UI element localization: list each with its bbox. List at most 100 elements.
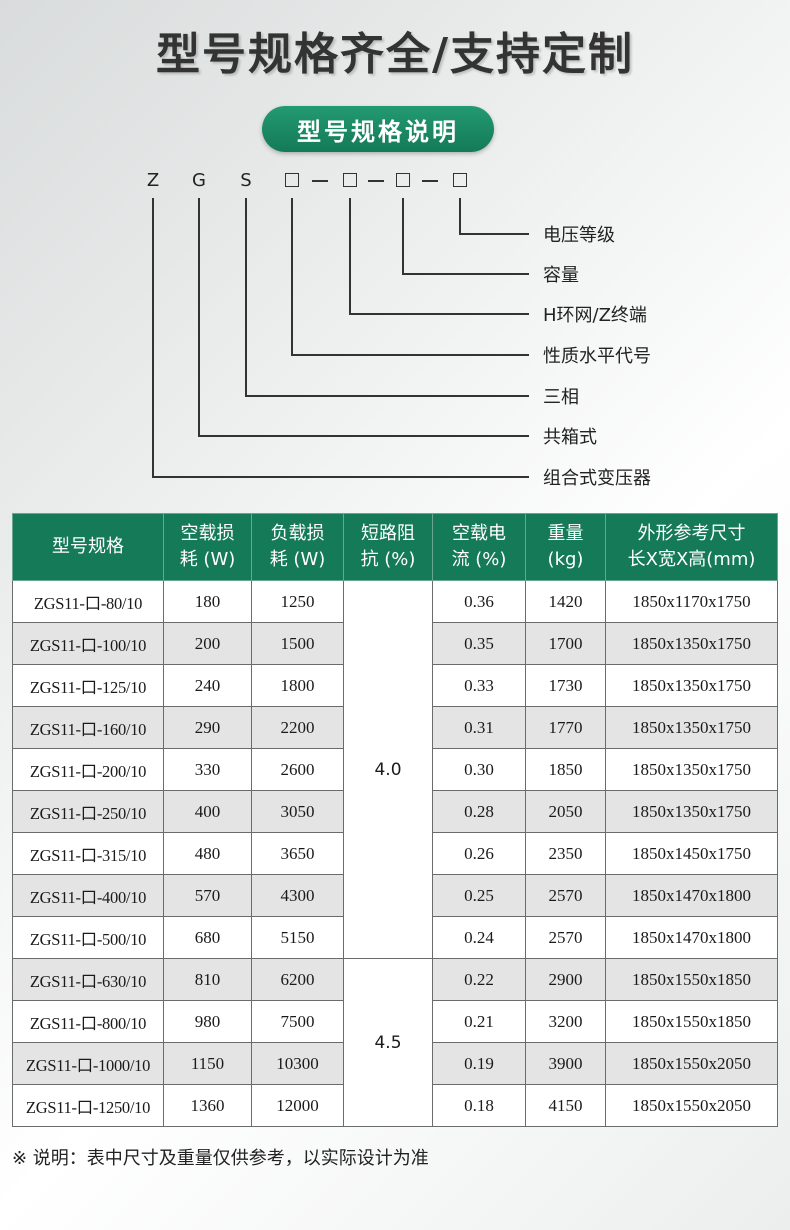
cell-impedance: 4.0 [343, 580, 433, 959]
header-load-loss: 负载损耗 (W) [251, 513, 344, 581]
cell-model: ZGS11-口-800/10 [12, 1000, 164, 1043]
leader-line [291, 198, 293, 355]
cell-load-loss: 6200 [251, 958, 344, 1001]
cell-model: ZGS11-口-160/10 [12, 706, 164, 749]
legend-three-phase: 三相 [543, 387, 579, 408]
leader-line [245, 395, 529, 397]
leader-line [152, 476, 529, 478]
cell-load-loss: 10300 [251, 1042, 344, 1085]
table-row: ZGS11-口-160/10 290 2200 0.31 1770 1850x1350x1… [12, 706, 778, 749]
cell-dimensions: 1850x1550x1850 [605, 958, 778, 1001]
cell-load-loss: 1800 [251, 664, 344, 707]
header-no-load-loss: 空载损耗 (W) [163, 513, 252, 581]
cell-weight: 2900 [525, 958, 606, 1001]
cell-no-load-loss: 980 [163, 1000, 252, 1043]
cell-no-load-current: 0.30 [432, 748, 526, 791]
cell-model: ZGS11-口-630/10 [12, 958, 164, 1001]
cell-weight: 2570 [525, 874, 606, 917]
cell-no-load-current: 0.22 [432, 958, 526, 1001]
code-letter-s: S [240, 170, 252, 191]
leader-line [459, 233, 529, 235]
header-weight: 重量 (kg) [525, 513, 606, 581]
cell-dimensions: 1850x1350x1750 [605, 706, 778, 749]
leader-line [459, 198, 461, 234]
code-letter-z: Z [146, 170, 160, 191]
cell-load-loss: 2600 [251, 748, 344, 791]
code-placeholder-box [343, 173, 357, 187]
cell-no-load-loss: 570 [163, 874, 252, 917]
legend-combined-transformer: 组合式变压器 [543, 468, 651, 489]
cell-dimensions: 1850x1470x1800 [605, 874, 778, 917]
cell-no-load-loss: 480 [163, 832, 252, 875]
table-body: ZGS11-口-80/10 180 1250 4.0 0.36 1420 1850x1170… [12, 580, 778, 1127]
cell-no-load-current: 0.31 [432, 706, 526, 749]
cell-weight: 2350 [525, 832, 606, 875]
cell-model: ZGS11-口-400/10 [12, 874, 164, 917]
page-title: 型号规格齐全/支持定制 [155, 29, 635, 80]
cell-load-loss: 3050 [251, 790, 344, 833]
cell-weight: 2570 [525, 916, 606, 959]
table-row: ZGS11-口-400/10 570 4300 0.25 2570 1850x1470x1… [12, 874, 778, 917]
cell-load-loss: 4300 [251, 874, 344, 917]
cell-no-load-loss: 1360 [163, 1084, 252, 1127]
cell-no-load-current: 0.19 [432, 1042, 526, 1085]
header-impedance: 短路阻抗 (%) [343, 513, 433, 581]
section-label-text: 型号规格说明 [297, 117, 459, 146]
cell-no-load-loss: 180 [163, 580, 252, 623]
leader-line [402, 198, 404, 274]
leader-line [152, 198, 154, 477]
leader-line [349, 313, 529, 315]
cell-no-load-current: 0.35 [432, 622, 526, 665]
cell-no-load-current: 0.33 [432, 664, 526, 707]
cell-load-loss: 3650 [251, 832, 344, 875]
cell-load-loss: 12000 [251, 1084, 344, 1127]
legend-voltage-level: 电压等级 [543, 225, 615, 246]
cell-load-loss: 7500 [251, 1000, 344, 1043]
cell-model: ZGS11-口-250/10 [12, 790, 164, 833]
cell-no-load-current: 0.26 [432, 832, 526, 875]
leader-line [349, 198, 351, 314]
cell-no-load-loss: 290 [163, 706, 252, 749]
table-row: ZGS11-口-1250/10 1360 12000 0.18 4150 1850x155… [12, 1084, 778, 1127]
leader-line [198, 435, 529, 437]
cell-dimensions: 1850x1470x1800 [605, 916, 778, 959]
legend-common-box: 共箱式 [543, 427, 597, 448]
section-label-badge: 型号规格说明 [262, 106, 494, 152]
cell-no-load-current: 0.25 [432, 874, 526, 917]
cell-no-load-current: 0.18 [432, 1084, 526, 1127]
table-header-row: 型号规格 空载损耗 (W) 负载损耗 (W) 短路阻抗 (%) 空载电流 (%)… [12, 513, 778, 581]
cell-weight: 1850 [525, 748, 606, 791]
cell-model: ZGS11-口-80/10 [12, 580, 164, 623]
cell-model: ZGS11-口-500/10 [12, 916, 164, 959]
cell-no-load-current: 0.24 [432, 916, 526, 959]
header-no-load-current: 空载电流 (%) [432, 513, 526, 581]
cell-weight: 1420 [525, 580, 606, 623]
cell-load-loss: 1500 [251, 622, 344, 665]
cell-no-load-loss: 1150 [163, 1042, 252, 1085]
cell-no-load-loss: 810 [163, 958, 252, 1001]
code-separator [422, 180, 438, 182]
code-placeholder-box [453, 173, 467, 187]
cell-no-load-loss: 680 [163, 916, 252, 959]
cell-weight: 3900 [525, 1042, 606, 1085]
cell-no-load-current: 0.28 [432, 790, 526, 833]
cell-model: ZGS11-口-1250/10 [12, 1084, 164, 1127]
code-letter-g: G [192, 170, 206, 191]
cell-dimensions: 1850x1550x2050 [605, 1042, 778, 1085]
cell-dimensions: 1850x1350x1750 [605, 622, 778, 665]
cell-weight: 4150 [525, 1084, 606, 1127]
legend-performance-level: 性质水平代号 [543, 346, 651, 367]
cell-no-load-loss: 400 [163, 790, 252, 833]
footnote: ※ 说明：表中尺寸及重量仅供参考，以实际设计为准 [12, 1148, 429, 1169]
code-placeholder-box [396, 173, 410, 187]
cell-dimensions: 1850x1350x1750 [605, 664, 778, 707]
cell-weight: 1700 [525, 622, 606, 665]
header-dimensions: 外形参考尺寸 长X宽X高(mm) [605, 513, 778, 581]
cell-weight: 2050 [525, 790, 606, 833]
cell-weight: 1770 [525, 706, 606, 749]
cell-model: ZGS11-口-315/10 [12, 832, 164, 875]
table-row: ZGS11-口-80/10 180 1250 4.0 0.36 1420 1850x1170… [12, 580, 778, 959]
code-separator [312, 180, 328, 182]
table-row: ZGS11-口-1000/10 1150 10300 0.19 3900 1850x155… [12, 1042, 778, 1085]
cell-model: ZGS11-口-100/10 [12, 622, 164, 665]
